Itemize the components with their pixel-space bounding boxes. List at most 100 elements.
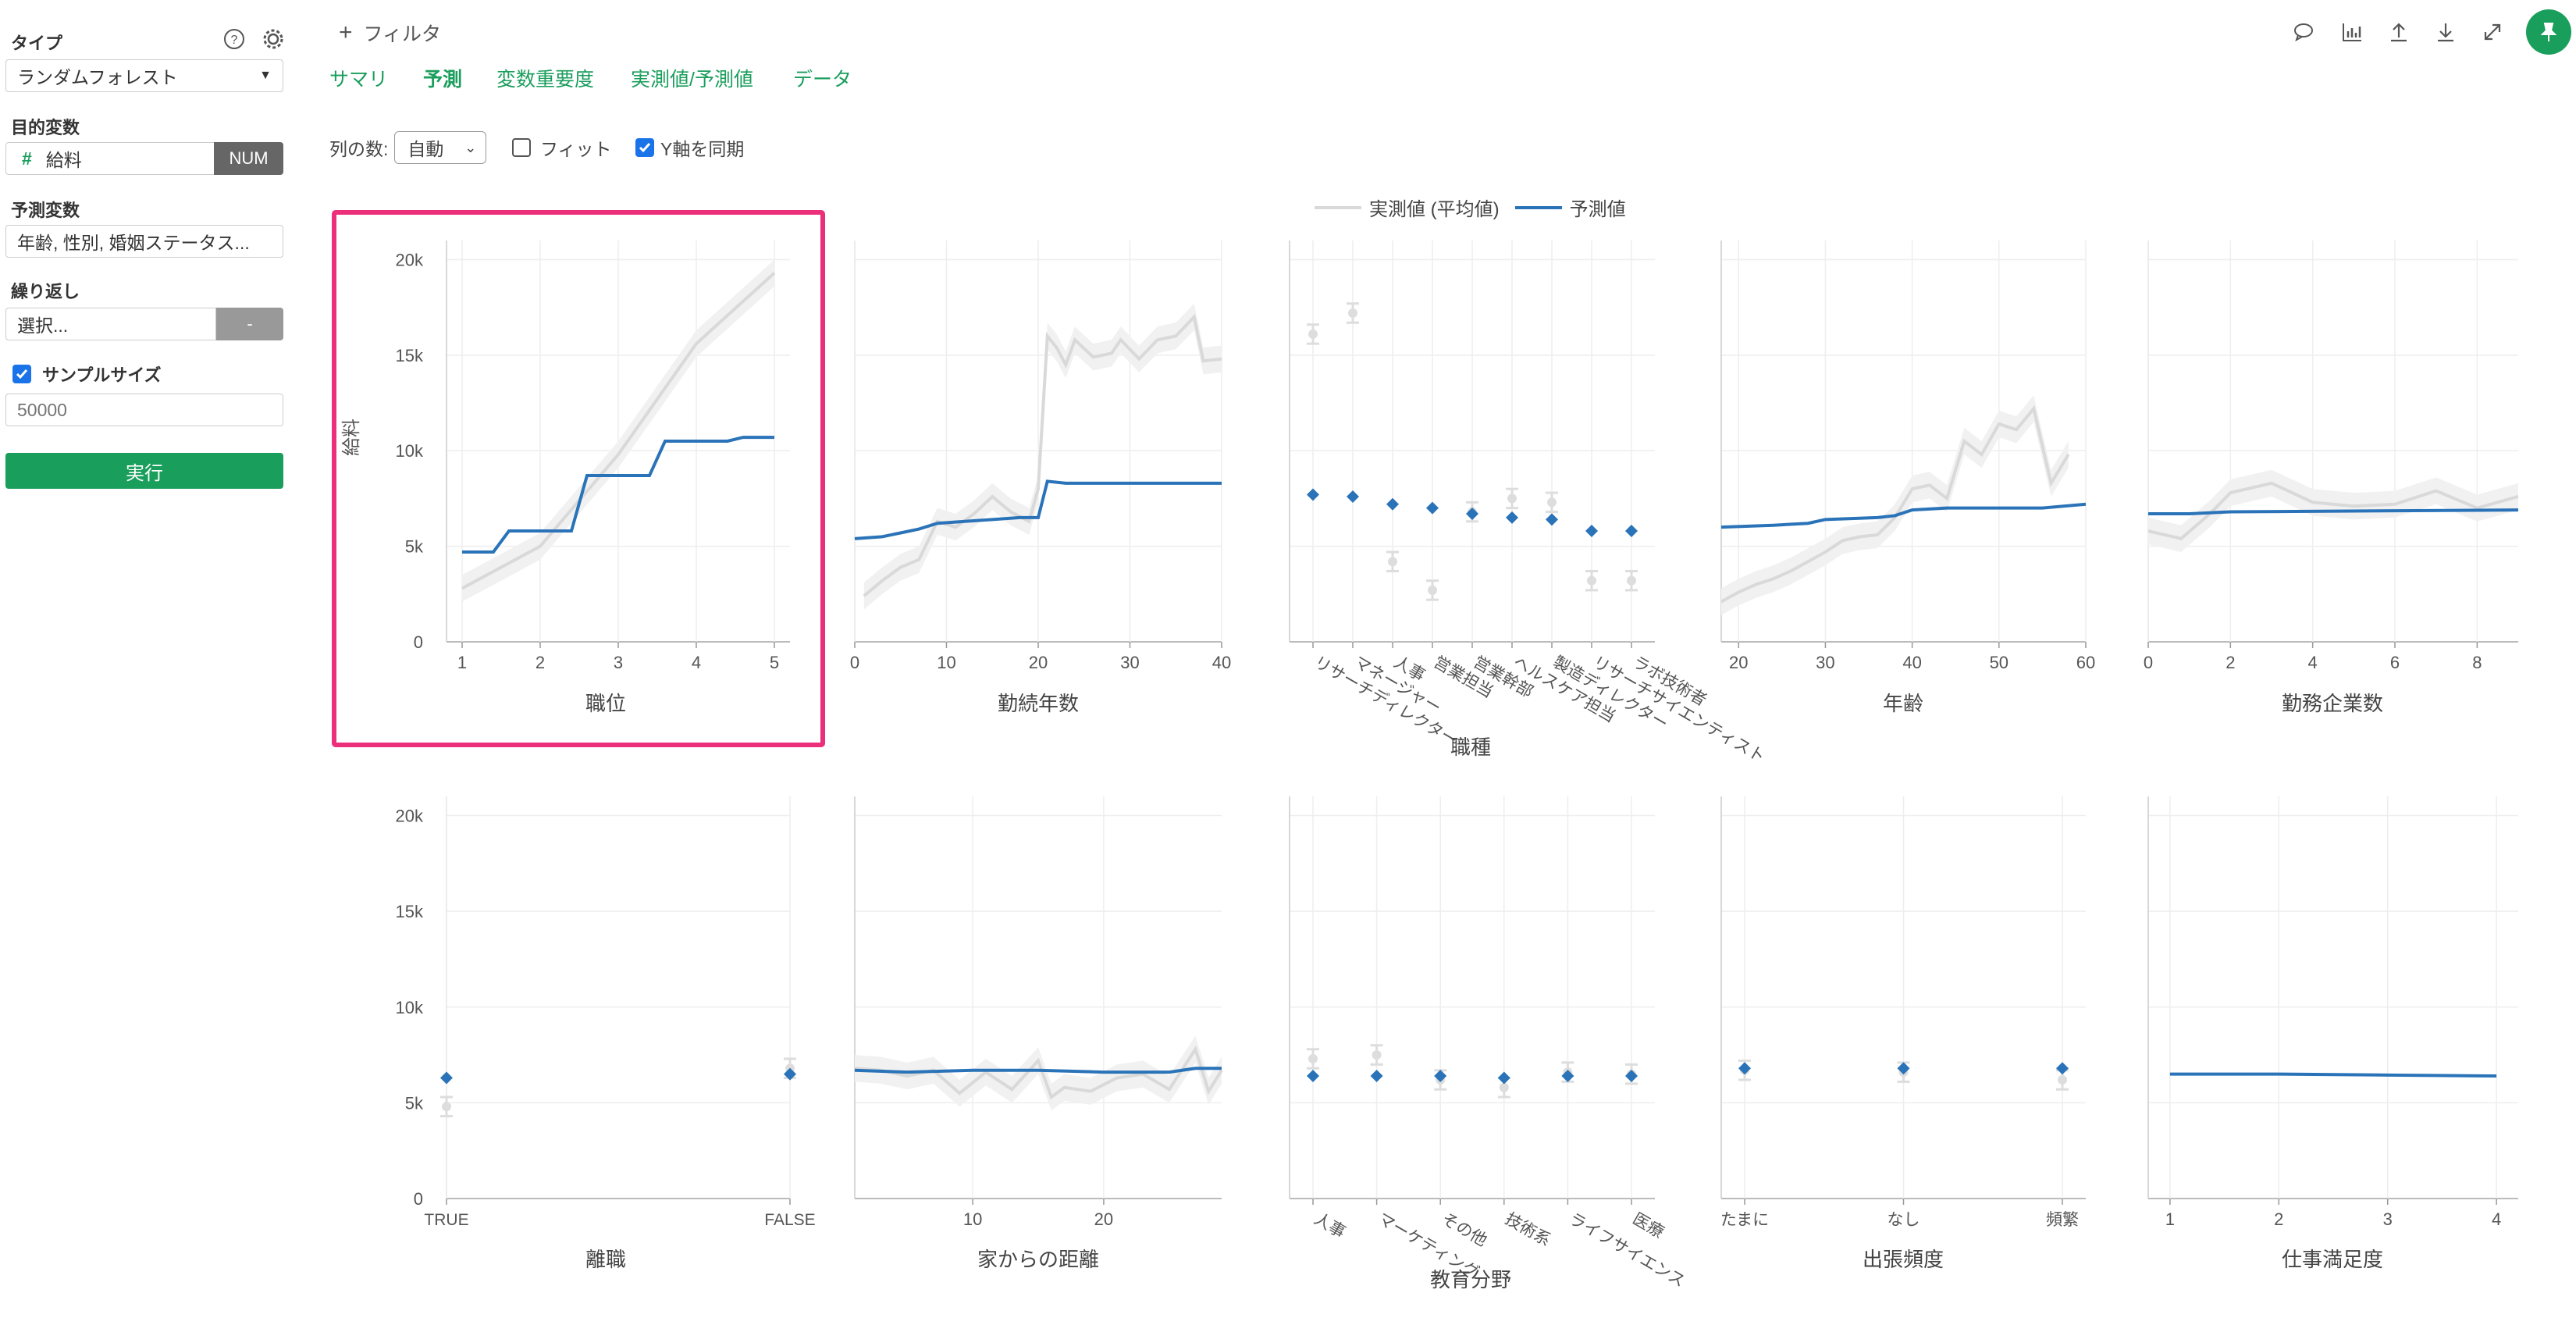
x-tick-label: 10 [963, 1209, 982, 1229]
x-tick-label: 40 [1212, 653, 1231, 672]
actual-point [1388, 557, 1397, 567]
predicted-series-line [854, 479, 1222, 540]
y-tick-label: 20k [396, 807, 424, 826]
x-tick-label: たまに [1720, 1211, 1769, 1229]
actual-series-line [1720, 405, 2070, 604]
x-tick-label: 30 [1120, 653, 1139, 672]
x-tick-label: 1 [457, 653, 467, 672]
x-tick-label: 4 [692, 653, 701, 672]
hash-icon: # [22, 148, 32, 169]
pin-icon[interactable] [2526, 9, 2571, 55]
legend-actual-label[interactable]: 実測値 (平均値) [1369, 199, 1500, 220]
predicted-point [1497, 1071, 1510, 1085]
y-axis-label: 給料 [341, 419, 362, 456]
predicted-point [1466, 508, 1478, 521]
x-tick-label: 20 [1029, 653, 1048, 672]
actual-point [1308, 329, 1318, 339]
columns-select[interactable]: 自動 ⌄ [394, 131, 487, 164]
svg-text:?: ? [231, 34, 238, 47]
y-tick-label: 0 [414, 1189, 423, 1209]
y-tick-label: 0 [414, 632, 423, 652]
upload-icon[interactable] [2386, 19, 2412, 45]
x-tick-label: 20 [1729, 653, 1748, 672]
repeat-label: 繰り返し [11, 282, 80, 301]
actual-confidence-band [863, 303, 1222, 610]
actual-point [442, 1102, 451, 1112]
tab-prediction[interactable]: 予測 [423, 69, 463, 91]
gear-icon[interactable] [261, 27, 286, 52]
x-tick-label: TRUE [424, 1211, 468, 1229]
actual-confidence-band [855, 1035, 1222, 1111]
sample-size-checkbox[interactable] [12, 365, 31, 383]
x-tick-label: 10 [937, 653, 955, 672]
x-tick-label: 50 [1990, 653, 2008, 672]
predicted-point [784, 1067, 796, 1081]
x-tick-label: ライフサイエンス [1566, 1209, 1688, 1291]
predicted-point [1386, 497, 1399, 511]
predicted-point [1506, 511, 1518, 524]
legend-actual-swatch [1315, 205, 1361, 209]
sample-size-input[interactable] [5, 394, 283, 426]
sync-y-label: Y軸を同期 [660, 139, 745, 159]
actual-point [1348, 308, 1357, 319]
highlight-frame [332, 210, 825, 747]
actual-series-line [461, 272, 776, 590]
comment-icon[interactable] [2290, 19, 2317, 45]
actual-point [1428, 585, 1437, 595]
actual-point [1627, 575, 1636, 586]
add-filter-label: フィルタ [363, 23, 442, 45]
x-tick-label: 3 [614, 653, 623, 672]
tab-data[interactable]: データ [793, 69, 852, 91]
run-button[interactable]: 実行 [5, 453, 283, 489]
predicted-series-line [2148, 508, 2519, 516]
x-tick-label: 0 [850, 653, 859, 672]
repeat-button[interactable]: - [216, 308, 283, 340]
predicted-series-line [1720, 502, 2087, 529]
repeat-select[interactable]: 選択... [5, 308, 216, 340]
x-tick-label: 3 [2383, 1209, 2393, 1229]
y-tick-label: 10k [396, 441, 424, 461]
tab-variable-importance[interactable]: 変数重要度 [496, 69, 595, 91]
sync-y-checkbox[interactable] [635, 138, 654, 157]
help-icon[interactable]: ? [222, 27, 247, 52]
x-tick-label: 人事 [1311, 1209, 1349, 1241]
predicted-point [1307, 1070, 1319, 1083]
actual-point [1499, 1082, 1509, 1092]
tab-actual-vs-predicted[interactable]: 実測値/予測値 [631, 69, 753, 91]
sidebar: タイプ ? ランダムフォレスト ▼ 目的変数 # 給料 NUM 予測変数 年齢,… [0, 0, 297, 1318]
expand-icon[interactable] [2479, 19, 2506, 45]
x-tick-label: 4 [2492, 1209, 2501, 1229]
tab-summary[interactable]: サマリ [329, 69, 389, 91]
predictors-value: 年齢, 性別, 婚姻ステータス... [17, 233, 250, 253]
predicted-point [1347, 490, 1359, 503]
legend-predicted-label[interactable]: 予測値 [1569, 199, 1626, 220]
predicted-point [1434, 1070, 1447, 1083]
predicted-point [1561, 1070, 1574, 1083]
y-tick-label: 10k [396, 998, 424, 1017]
x-tick-label: 20 [1094, 1209, 1113, 1229]
chart-title: 出張頻度 [1863, 1248, 1944, 1271]
chart-title: 職位 [585, 692, 626, 715]
download-icon[interactable] [2432, 19, 2459, 45]
chevron-down-icon: ⌄ [464, 139, 477, 155]
chart-icon[interactable] [2339, 19, 2365, 45]
y-tick-label: 15k [396, 346, 424, 365]
predicted-point [1738, 1062, 1751, 1075]
predicted-point [440, 1071, 453, 1085]
add-filter-button[interactable]: + フィルタ [339, 19, 441, 47]
x-tick-label: 医療 [1630, 1209, 1667, 1241]
predictors-field[interactable]: 年齢, 性別, 婚姻ステータス... [5, 225, 283, 258]
x-tick-label: 1 [2165, 1209, 2175, 1229]
repeat-placeholder: 選択... [17, 315, 69, 336]
actual-point [2058, 1074, 2067, 1085]
fit-checkbox[interactable] [512, 138, 531, 157]
model-type-select[interactable]: ランダムフォレスト ▼ [5, 59, 283, 92]
y-tick-label: 5k [405, 1093, 424, 1113]
predicted-series-line [854, 1067, 1222, 1074]
actual-point [1372, 1050, 1382, 1060]
x-tick-label: FALSE [764, 1211, 815, 1229]
x-tick-label: 頻繁 [2046, 1211, 2079, 1229]
x-tick-label: 2 [2226, 653, 2235, 672]
x-tick-label: なし [1888, 1211, 1920, 1229]
x-tick-label: 技術系 [1502, 1209, 1553, 1249]
